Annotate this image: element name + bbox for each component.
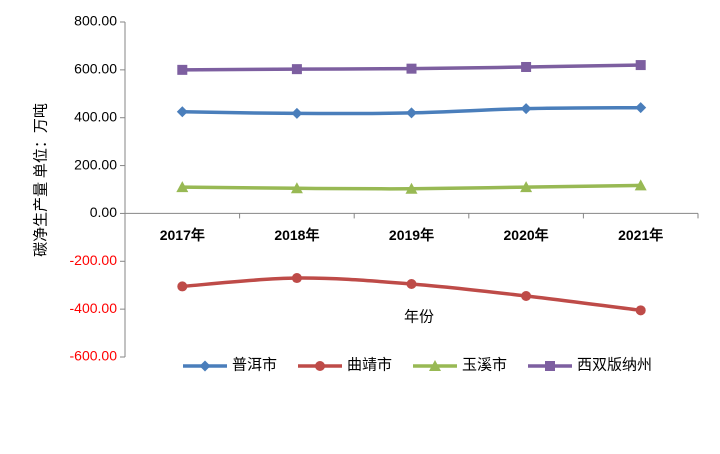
marker	[315, 361, 325, 371]
y-tick-label: -400.00	[70, 300, 118, 316]
x-tick-label: 2019年	[389, 227, 434, 243]
marker	[406, 279, 417, 290]
marker	[406, 107, 417, 119]
marker	[520, 103, 532, 115]
marker	[635, 102, 647, 114]
x-tick-label: 2018年	[274, 227, 319, 243]
marker	[290, 182, 303, 194]
marker	[291, 64, 302, 75]
marker	[545, 361, 555, 371]
marker	[634, 179, 647, 191]
marker	[521, 290, 532, 301]
marker	[176, 181, 189, 193]
legend-label: 西双版纳州	[577, 356, 652, 373]
legend-item: 玉溪市	[413, 356, 507, 373]
x-tick-label: 2020年	[504, 227, 549, 243]
y-tick-label: 600.00	[74, 61, 117, 77]
marker	[406, 63, 417, 74]
marker	[177, 281, 188, 292]
marker	[199, 360, 211, 372]
x-tick-label: 2017年	[160, 227, 205, 243]
y-tick-label: 0.00	[90, 204, 117, 220]
legend-label: 普洱市	[232, 356, 277, 373]
legend-item: 普洱市	[183, 356, 277, 373]
legend-item: 曲靖市	[298, 356, 392, 373]
y-tick-label: -600.00	[70, 348, 118, 364]
marker	[176, 106, 188, 118]
y-tick-label: 200.00	[74, 156, 117, 172]
y-tick-label: 400.00	[74, 108, 117, 124]
legend-label: 曲靖市	[347, 356, 392, 373]
x-axis-title: 年份	[404, 308, 434, 325]
marker	[521, 61, 532, 72]
x-tick-label: 2021年	[618, 227, 663, 243]
marker	[291, 273, 302, 284]
marker	[405, 182, 418, 194]
marker	[635, 305, 646, 316]
marker	[291, 107, 303, 119]
y-tick-label: 800.00	[74, 13, 117, 29]
legend-label: 玉溪市	[462, 356, 507, 373]
marker	[177, 64, 188, 75]
marker	[635, 60, 646, 71]
marker	[520, 181, 533, 193]
y-tick-label: -200.00	[70, 252, 118, 268]
legend-item: 西双版纳州	[528, 356, 652, 373]
y-axis-title: 碳净生产量 单位：万吨	[32, 103, 49, 257]
marker	[429, 360, 441, 371]
